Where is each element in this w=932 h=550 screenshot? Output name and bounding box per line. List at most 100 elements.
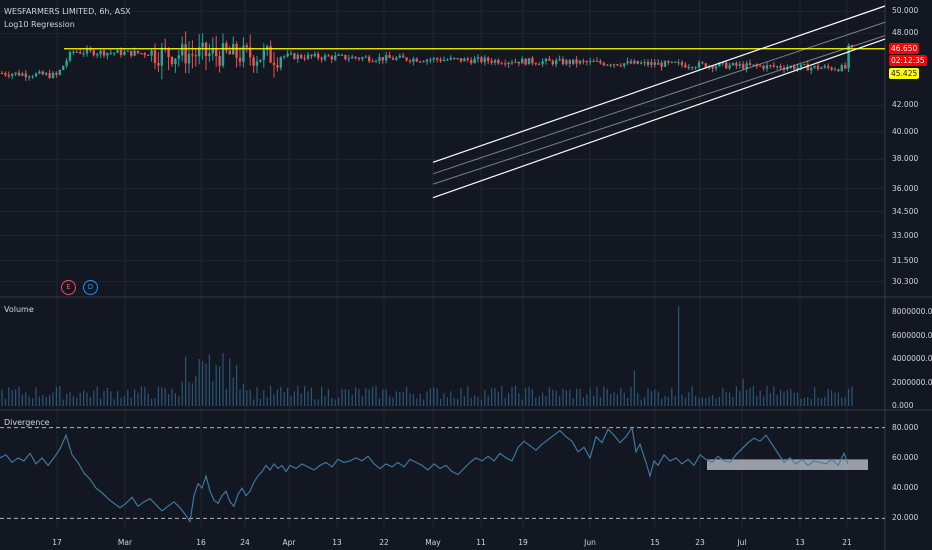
- candle: [354, 56, 357, 60]
- price-tick-label: 38.000: [892, 154, 919, 164]
- candle-body: [643, 61, 646, 63]
- candle-body: [572, 59, 575, 64]
- candle: [657, 59, 660, 65]
- volume-bar: [66, 393, 68, 406]
- volume-bar: [521, 399, 523, 406]
- candle-body: [810, 67, 813, 71]
- divergence-tick-label: 80.000: [892, 422, 919, 432]
- candle-body: [252, 57, 255, 66]
- grid-lines: [0, 0, 885, 528]
- volume-bar: [293, 391, 295, 406]
- volume-bar: [613, 392, 615, 406]
- volume-bar: [688, 392, 690, 406]
- candle: [728, 62, 731, 71]
- candle-body: [497, 60, 500, 64]
- candle: [283, 55, 286, 60]
- candle-body: [772, 65, 775, 67]
- candle: [476, 54, 480, 63]
- volume-bar: [691, 385, 693, 406]
- volume-bar: [841, 397, 843, 406]
- volume-bar: [96, 386, 98, 406]
- candle-body: [395, 57, 398, 60]
- candle: [497, 58, 500, 65]
- candle-body: [748, 63, 752, 65]
- candle-body: [218, 56, 221, 66]
- candle: [317, 51, 320, 61]
- candle-body: [470, 60, 473, 64]
- volume-bar: [198, 359, 200, 406]
- candle: [429, 57, 432, 64]
- candle-body: [561, 58, 565, 65]
- volume-bar: [807, 397, 809, 406]
- candle-body: [272, 62, 276, 66]
- candle: [130, 50, 133, 58]
- candle: [388, 51, 391, 59]
- candle: [276, 57, 279, 72]
- volume-bar: [780, 389, 782, 406]
- volume-bar: [310, 387, 312, 406]
- candle-body: [500, 63, 503, 65]
- volume-bar: [569, 389, 571, 406]
- volume-bar: [848, 388, 850, 406]
- candle-body: [79, 52, 82, 54]
- candle: [731, 62, 735, 66]
- candle: [493, 58, 497, 66]
- candle: [677, 59, 680, 66]
- candle: [752, 64, 755, 67]
- candle: [310, 54, 313, 59]
- volume-bar: [239, 389, 241, 406]
- volume-bar: [157, 386, 159, 406]
- candle-body: [436, 58, 439, 60]
- volume-bar: [21, 394, 23, 406]
- volume-tick-label: 2000000.000: [892, 377, 932, 387]
- volume-bar: [314, 399, 316, 406]
- volume-bar: [45, 396, 47, 406]
- candle-body: [517, 61, 520, 64]
- volume-bar: [552, 389, 554, 406]
- volume-bar: [378, 398, 380, 406]
- candle: [303, 54, 306, 62]
- candle-body: [619, 65, 622, 67]
- candle: [697, 60, 701, 70]
- candle-body: [245, 45, 248, 48]
- volume-bar: [460, 388, 462, 406]
- candle: [483, 55, 486, 66]
- candle: [517, 61, 520, 67]
- volume-bar: [324, 396, 326, 406]
- dividend-marker[interactable]: D: [83, 280, 98, 295]
- candle: [844, 62, 847, 70]
- candle-body: [493, 60, 497, 63]
- candle-body: [806, 64, 809, 71]
- candle-body: [75, 51, 78, 53]
- candle-body: [820, 67, 823, 69]
- time-tick-label: 24: [240, 538, 250, 547]
- candle-body: [799, 64, 803, 68]
- earnings-marker[interactable]: E: [61, 280, 76, 295]
- candle: [123, 48, 126, 56]
- volume-bar: [548, 387, 550, 406]
- candle-body: [102, 50, 106, 56]
- volume-bar: [130, 398, 132, 406]
- volume-bar: [419, 393, 421, 406]
- candle-body: [17, 72, 21, 76]
- volume-bar: [365, 388, 367, 406]
- candle-body: [504, 63, 507, 65]
- candle-body: [575, 59, 578, 64]
- candle: [368, 54, 371, 63]
- candle-body: [463, 58, 466, 62]
- candle-body: [827, 65, 830, 68]
- volume-bar: [620, 387, 622, 406]
- volume-bar: [531, 389, 533, 406]
- time-tick-label: 21: [842, 538, 852, 547]
- candle-body: [51, 72, 55, 78]
- volume-bar: [225, 388, 227, 406]
- candle-body: [752, 64, 755, 66]
- candle: [561, 56, 565, 66]
- candle: [840, 63, 843, 72]
- candle: [340, 53, 344, 56]
- candle-body: [439, 59, 442, 62]
- candle-body: [140, 53, 143, 55]
- volume-bar: [562, 388, 564, 406]
- candle-body: [514, 61, 517, 63]
- candle: [147, 54, 150, 56]
